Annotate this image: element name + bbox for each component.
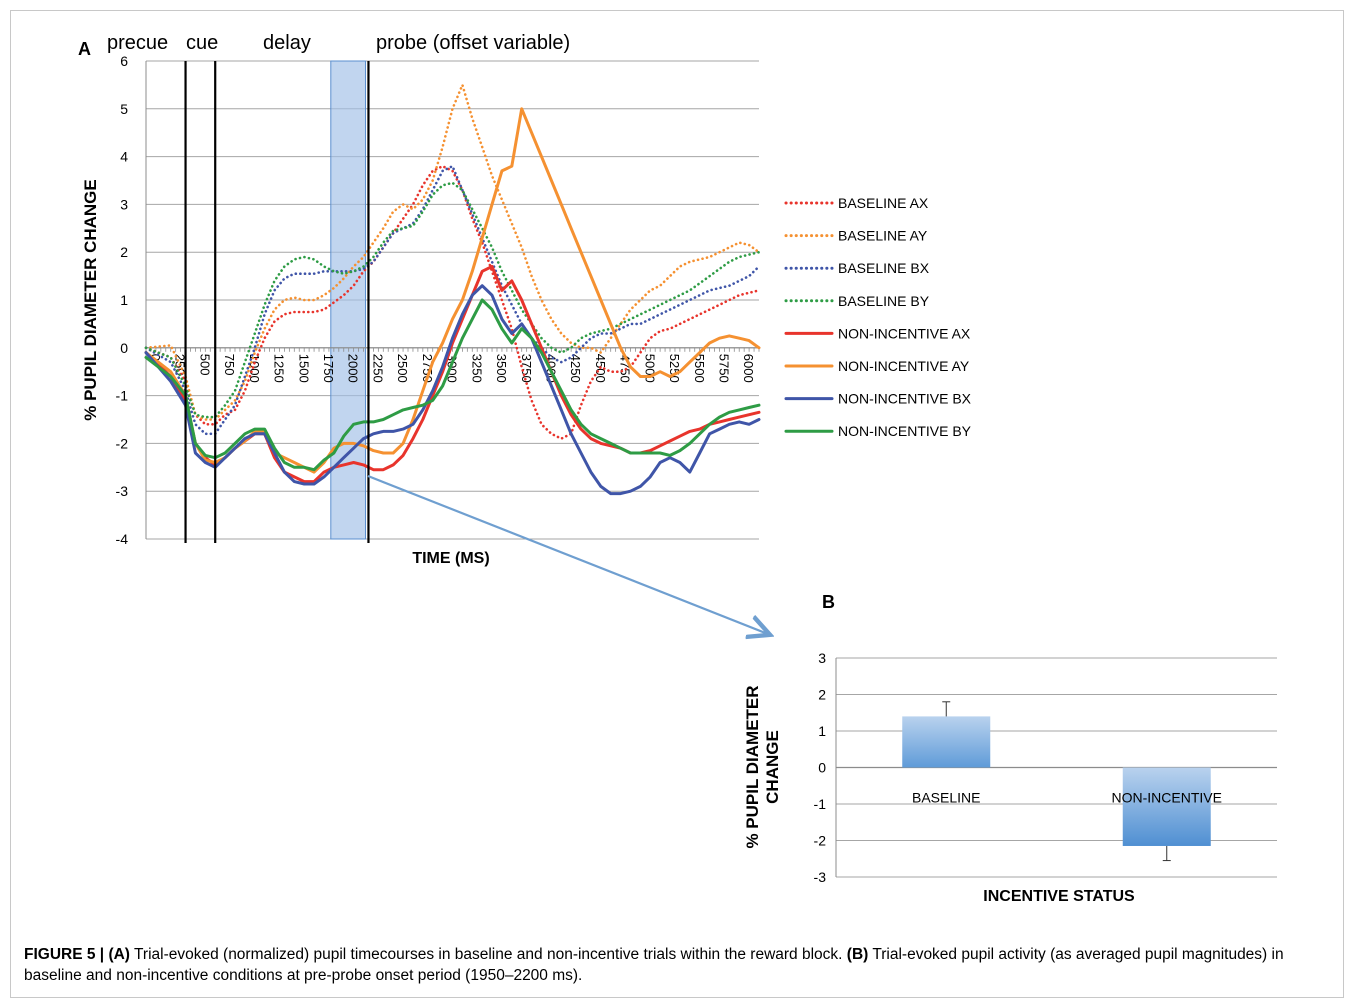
- x-tick-label: 1750: [321, 354, 336, 383]
- x-tick-label: 5250: [667, 354, 682, 383]
- x-tick-label: 1500: [296, 354, 311, 383]
- y-axis-title: % PUPIL DIAMETERCHANGE: [743, 685, 782, 848]
- x-tick-label: 0: [148, 354, 163, 361]
- category-label: NON-INCENTIVE: [1112, 790, 1222, 806]
- x-tick-label: 1250: [272, 354, 287, 383]
- x-tick-label: 750: [222, 354, 237, 376]
- x-tick-label: 5000: [642, 354, 657, 383]
- legend-label: BASELINE AX: [838, 195, 929, 211]
- bar: [1122, 767, 1211, 846]
- phase-label-precue: precue: [107, 32, 168, 54]
- y-axis-title: % PUPIL DIAMETER CHANGE: [81, 179, 100, 421]
- y-tick-label: 2: [120, 244, 128, 260]
- y-tick-label: -3: [116, 483, 129, 499]
- y-tick-label: -1: [814, 796, 827, 812]
- x-tick-label: 2000: [346, 354, 361, 383]
- y-tick-label: 0: [818, 760, 826, 776]
- x-tick-label: 4250: [568, 354, 583, 383]
- y-tick-label: 1: [120, 292, 128, 308]
- x-axis-title: TIME (MS): [412, 550, 489, 567]
- y-tick-label: 6: [120, 53, 128, 69]
- legend-label: NON-INCENTIVE BX: [838, 391, 972, 407]
- y-tick-label: 3: [120, 196, 128, 212]
- y-tick-label: 3: [818, 650, 826, 666]
- zoom-arrow: [367, 474, 768, 634]
- panel-b-letter: B: [822, 592, 835, 612]
- caption-part-a-label: (A): [108, 946, 130, 963]
- y-tick-label: 1: [818, 723, 826, 739]
- y-tick-label: -1: [116, 388, 129, 404]
- x-tick-label: 2750: [420, 354, 435, 383]
- caption-figure-label: FIGURE 5 |: [24, 946, 105, 963]
- x-tick-label: 500: [197, 354, 212, 376]
- legend-label: NON-INCENTIVE BY: [838, 423, 972, 439]
- category-label: BASELINE: [912, 790, 980, 806]
- figure-caption: FIGURE 5 | (A) Trial-evoked (normalized)…: [24, 944, 1340, 986]
- legend-label: NON-INCENTIVE AX: [838, 325, 971, 341]
- panel-b-chart: -3 -2 -1 0 1 2 3 BASELINE NON-INCENTIVE % PUPIL D…: [743, 650, 1277, 905]
- x-tick-label: 3500: [494, 354, 509, 383]
- series-line: [144, 284, 761, 496]
- y-tick-label: 4: [120, 149, 128, 165]
- series-line: [144, 164, 761, 436]
- panel-a-letter: A: [78, 39, 91, 59]
- x-tick-label: 2500: [395, 354, 410, 383]
- figure-frame: [10, 10, 1344, 998]
- phase-label-cue: cue: [186, 32, 218, 54]
- series-line: [144, 83, 761, 421]
- x-tick-label: 5750: [717, 354, 732, 383]
- bar: [902, 716, 991, 768]
- series-line: [144, 164, 761, 440]
- y-tick-label: -3: [814, 869, 827, 885]
- legend-label: BASELINE BX: [838, 260, 930, 276]
- y-tick-label: 0: [120, 340, 128, 356]
- y-tick-label: -2: [814, 833, 827, 849]
- x-tick-label: 3250: [469, 354, 484, 383]
- x-axis-title: INCENTIVE STATUS: [983, 888, 1135, 905]
- y-tick-label: -2: [116, 435, 129, 451]
- y-tick-label: -4: [116, 531, 129, 547]
- x-tick-label: 6000: [741, 354, 756, 383]
- legend-label: BASELINE BY: [838, 293, 930, 309]
- legend-label: BASELINE AY: [838, 228, 928, 244]
- x-tick-label: 1000: [247, 354, 262, 383]
- caption-part-b-text: Trial-evoked pupil activity (as averaged…: [24, 946, 1284, 984]
- series-line: [144, 107, 761, 474]
- x-tick-label: 3750: [519, 354, 534, 383]
- legend-label: NON-INCENTIVE AY: [838, 358, 970, 374]
- caption-part-a-text: Trial-evoked (normalized) pupil timecour…: [134, 946, 843, 963]
- x-tick-label: 5500: [692, 354, 707, 383]
- phase-label-delay: delay: [263, 32, 311, 54]
- x-tick-label: 2250: [370, 354, 385, 383]
- phase-label-probe: probe (offset variable): [376, 32, 570, 54]
- y-tick-label: 2: [818, 687, 826, 703]
- y-tick-label: 5: [120, 101, 128, 117]
- caption-part-b-label: (B): [846, 946, 869, 963]
- series-line: [144, 298, 761, 472]
